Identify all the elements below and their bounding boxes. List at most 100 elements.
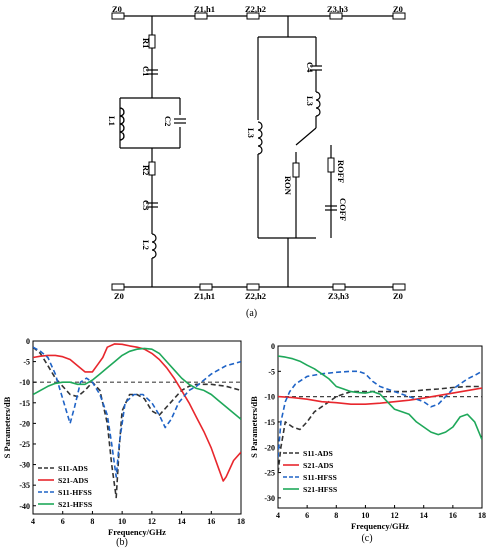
inductor-l3-shunt [257,121,263,155]
label-ron: RON [283,176,293,196]
x-tick-label: 6 [61,517,65,526]
left-shunt-branch: R1 C1 L1 C2 R2 C3 L2 [107,16,186,287]
switch [295,127,317,146]
right-shunt-branch: L3 C4 L3 RON ROFF COFF [246,16,348,287]
label-coff: COFF [338,198,348,221]
series-line-s11-ads [278,385,482,473]
resistor-r2 [148,161,156,176]
tline-top-z2 [246,12,260,20]
port-top-right [392,12,406,20]
label-top-z0-right: Z0 [393,4,403,14]
y-tick-label: -20 [264,443,275,452]
label-bottom-z1h1: Z1,h1 [194,291,215,301]
resistor-r1 [148,34,156,49]
x-tick-label: 12 [148,517,156,526]
series-line-s21-ads [33,343,241,482]
label-bottom-z0-left: Z0 [114,291,124,301]
x-tick-label: 6 [305,511,309,520]
label-c1: C1 [141,66,151,76]
x-tick-label: 14 [420,511,428,520]
y-tick-label: -15 [19,399,30,408]
chart-c: 4 6 8 10 12 14 16 18 0 -5 -10 -15 -20 -25 -30 Frequency… [249,342,486,544]
tline-bottom-z2 [246,283,260,291]
y-axis-label: S Parameters/dB [249,396,259,458]
plot-frame [277,345,483,509]
y-tick-label: -30 [19,461,30,470]
port-bottom-right [392,283,406,291]
x-tick-label: 10 [118,517,126,526]
label-bottom-z2h2: Z2,h2 [245,291,266,301]
label-top-z3h3: Z3,h3 [327,4,348,14]
legend-label: S11-ADS [303,449,333,458]
y-axis-label: S Parameters/dB [2,396,12,458]
label-bottom-z3h3: Z3,h3 [328,291,349,301]
label-c3: C3 [141,200,151,210]
caption-a: (a) [246,308,257,319]
label-c4: C4 [305,62,315,73]
x-tick-label: 4 [31,517,35,526]
circuit-diagram: Z0 Z1,h1 Z2,h2 Z3,h3 Z0 Z0 Z1,h1 Z2,h2 Z… [107,4,406,319]
y-tick-label: -5 [23,358,30,367]
inductor-l2 [151,233,157,259]
inductor-l3-series [315,91,321,117]
x-tick-label: 4 [276,511,280,520]
label-r1: R1 [141,38,151,48]
tline-bottom-z3 [332,283,346,291]
series-line-s21-ads [278,387,482,406]
series-line-s11-ads [33,346,241,499]
chart-b: 4 6 8 10 12 14 16 18 0 -5 -10 -15 -20 -25 -30 -35 -40 Fre… [2,337,245,548]
y-tick-label: -25 [19,440,30,449]
legend-label: S21-ADS [303,461,333,470]
series-line-s21-hfss [278,355,482,441]
label-l1: L1 [107,116,117,126]
legend-label: S21-ADS [58,476,88,485]
y-tick-label: 0 [271,342,275,351]
tline-top-z3 [329,12,343,20]
plot-frame [32,340,242,515]
caption-c: (c) [361,533,372,544]
x-axis-label: Frequency/GHz [108,527,166,537]
label-bottom-z0-right: Z0 [393,291,403,301]
label-r2: R2 [141,165,151,175]
y-tick-label: -10 [19,378,30,387]
legend-label: S21-HFSS [58,500,92,509]
series-line-s11-hfss [33,346,241,478]
x-tick-label: 10 [361,511,369,520]
label-l3-series: L3 [305,96,315,106]
legend-label: S11-HFSS [58,488,92,497]
x-tick-label: 18 [237,517,245,526]
y-tick-label: -15 [264,418,275,427]
y-tick-label: -35 [19,481,30,490]
x-tick-label: 18 [478,511,486,520]
y-tick-label: -25 [264,469,275,478]
y-tick-label: -40 [19,502,30,511]
y-tick-label: -5 [268,367,275,376]
label-top-z1h1: Z1,h1 [194,4,215,14]
label-roff: ROFF [336,160,346,183]
port-top-left [111,12,125,20]
x-tick-label: 16 [207,517,215,526]
port-bottom-left [111,283,125,291]
x-tick-label: 16 [449,511,457,520]
label-l2: L2 [141,240,151,250]
y-tick-label: -20 [19,419,30,428]
series-line-s21-hfss [33,347,241,420]
x-axis-label: Frequency/GHz [351,521,409,531]
resistor-ron [292,162,300,178]
y-tick-label: 0 [26,337,30,346]
series-line-s11-hfss [278,370,482,458]
tline-top-z1 [194,12,208,20]
label-top-z0-left: Z0 [112,4,122,14]
x-tick-label: 12 [391,511,399,520]
y-tick-label: -10 [264,393,275,402]
label-c2: C2 [163,116,173,126]
resistor-roff [327,157,335,173]
legend-label: S11-HFSS [303,473,337,482]
label-top-z2h2: Z2,h2 [245,4,266,14]
tline-bottom-z1 [199,283,213,291]
x-tick-label: 14 [178,517,186,526]
legend-label: S21-HFSS [303,485,337,494]
x-tick-label: 8 [90,517,94,526]
y-tick-label: -30 [264,494,275,503]
